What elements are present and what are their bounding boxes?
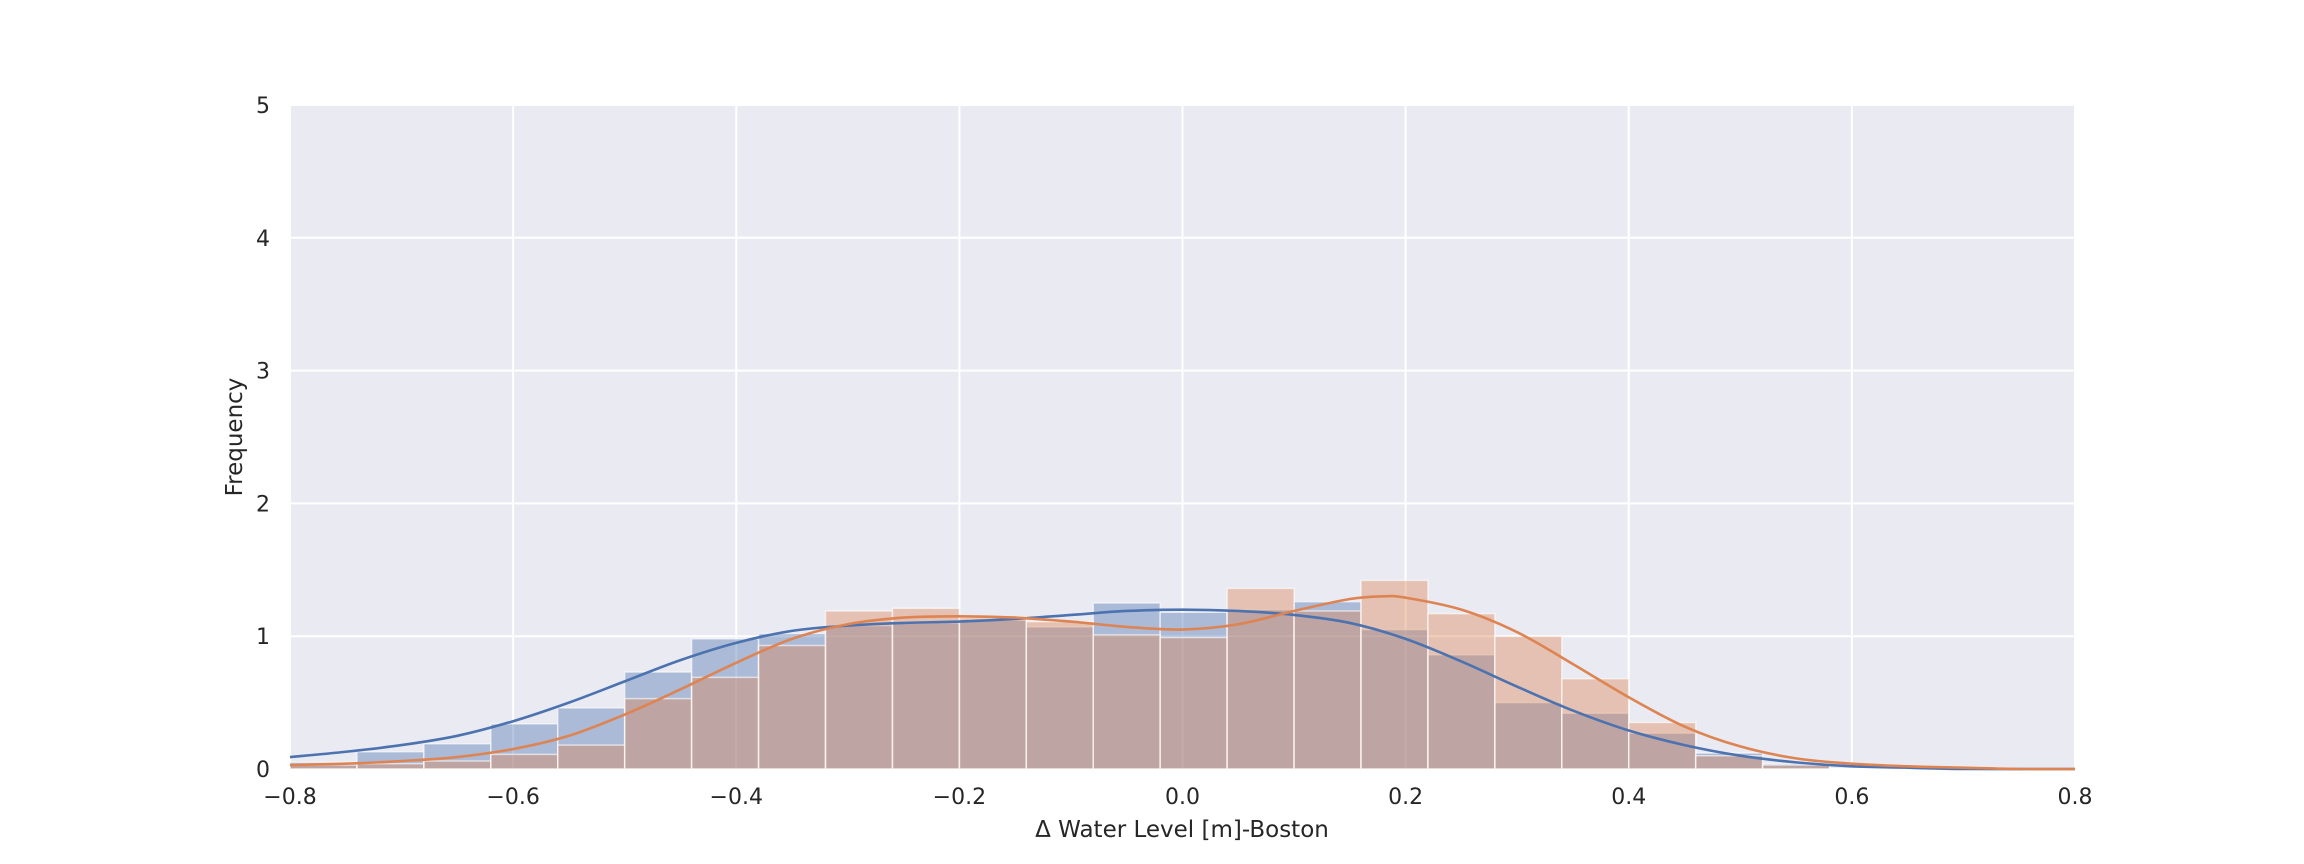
series-2-bar: [1159, 636, 1228, 770]
series-2-kde-line: [289, 594, 2076, 771]
x-tick-label: −0.8: [263, 785, 316, 810]
x-tick-label: −0.4: [710, 785, 763, 810]
y-tick-label: 5: [256, 94, 270, 119]
series-1-bar: [1293, 600, 1362, 770]
x-tick-label: 0.2: [1388, 785, 1423, 810]
x-tick-label: −0.6: [486, 785, 539, 810]
series-1-kde-line: [289, 608, 2076, 771]
series-2-bar: [1427, 612, 1496, 770]
series-2-bar: [690, 676, 760, 770]
series-1-bar: [757, 632, 827, 770]
series-1-bar: [1628, 732, 1697, 770]
y-tick-label: 0: [256, 758, 270, 783]
series-2-bars: [289, 579, 1831, 770]
x-tick-label: −0.2: [933, 785, 986, 810]
y-tick-label: 4: [256, 227, 270, 252]
x-tick-label: 0.6: [1834, 785, 1869, 810]
series-2-bar: [356, 762, 425, 770]
series-2-bar: [757, 644, 827, 770]
series-2-bar: [490, 753, 559, 770]
y-tick-label: 3: [256, 360, 270, 385]
x-tick-labels: −0.8 −0.6 −0.4 −0.2 0.0 0.2 0.4 0.6 0.8: [263, 785, 2092, 810]
x-tick-label: 0.4: [1611, 785, 1646, 810]
series-2-bar: [824, 610, 894, 770]
series-2-bar: [1761, 764, 1831, 770]
series-2-bar: [1293, 610, 1362, 770]
series-2-bar: [1092, 634, 1161, 770]
x-axis-label: Δ Water Level [m]-Boston: [1035, 817, 1329, 843]
x-tick-label: 0.8: [2058, 785, 2093, 810]
y-tick-labels: 0 1 2 3 4 5: [256, 94, 270, 783]
series-1-bar: [690, 638, 760, 770]
series-2-bar: [958, 616, 1028, 770]
series-1-bar: [1226, 608, 1295, 770]
series-2-bar: [557, 744, 626, 770]
series-2-bar: [1226, 587, 1295, 770]
series-1-bar: [824, 624, 894, 770]
series-1-bar: [958, 619, 1028, 770]
y-tick-label: 1: [256, 625, 270, 650]
x-tick-label: 0.0: [1165, 785, 1200, 810]
series-2-bar: [1561, 677, 1630, 770]
series-2-bar: [423, 760, 492, 770]
series-2-bar: [1360, 579, 1429, 770]
series-2-bar: [1025, 620, 1094, 770]
y-axis-label: Frequency: [222, 378, 248, 497]
series-2-bar: [1694, 754, 1764, 770]
series-2-bar: [891, 607, 961, 770]
y-tick-label: 2: [256, 492, 270, 517]
